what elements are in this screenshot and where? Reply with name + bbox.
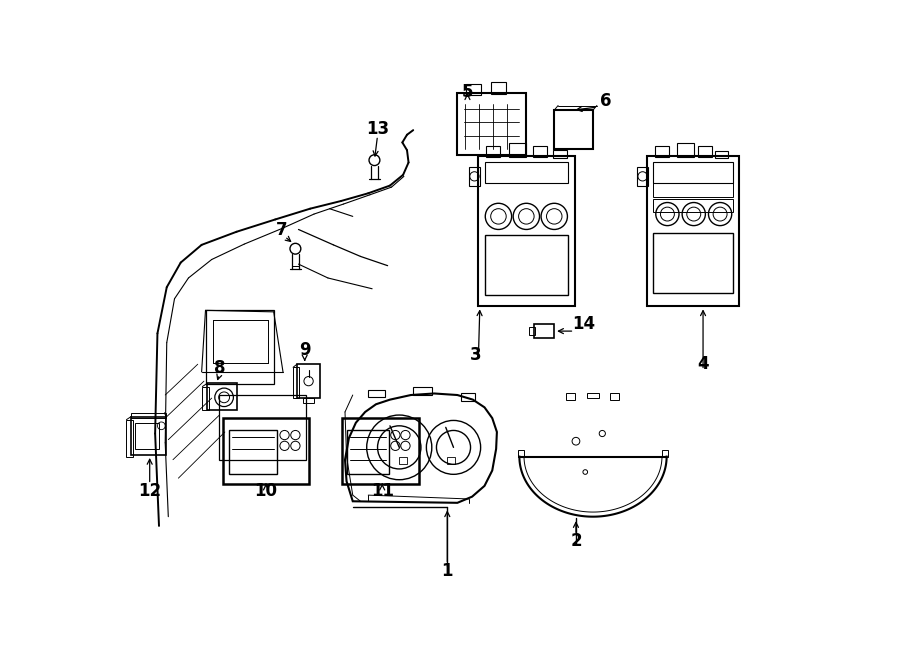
Bar bbox=[509, 143, 526, 157]
Bar bbox=[220, 395, 306, 461]
Bar bbox=[716, 151, 728, 158]
Bar bbox=[484, 163, 568, 182]
Bar bbox=[491, 81, 506, 94]
Bar bbox=[529, 327, 535, 335]
Bar bbox=[202, 387, 209, 410]
Text: 5: 5 bbox=[462, 83, 473, 100]
Text: 4: 4 bbox=[698, 355, 709, 373]
Bar bbox=[653, 183, 733, 197]
Text: 11: 11 bbox=[371, 481, 393, 500]
Bar bbox=[207, 383, 237, 410]
Bar bbox=[566, 393, 575, 400]
Text: 9: 9 bbox=[299, 341, 310, 360]
Text: 10: 10 bbox=[255, 481, 277, 500]
Bar bbox=[655, 146, 669, 157]
Bar bbox=[205, 310, 274, 384]
Bar bbox=[223, 418, 309, 484]
Bar bbox=[554, 110, 593, 149]
Bar bbox=[533, 146, 546, 157]
Bar bbox=[486, 146, 500, 157]
Bar bbox=[293, 368, 299, 398]
Bar bbox=[447, 457, 455, 464]
Bar bbox=[135, 423, 159, 449]
Text: 6: 6 bbox=[599, 92, 611, 110]
Bar bbox=[131, 416, 166, 455]
Bar bbox=[413, 387, 432, 395]
Bar bbox=[478, 156, 575, 307]
Bar bbox=[647, 156, 739, 307]
Bar bbox=[518, 450, 524, 457]
Bar bbox=[637, 167, 648, 186]
Bar bbox=[469, 167, 480, 186]
Bar bbox=[346, 430, 389, 475]
Text: 12: 12 bbox=[138, 481, 161, 500]
Bar bbox=[698, 146, 713, 157]
Bar bbox=[131, 412, 166, 418]
Bar bbox=[553, 150, 567, 158]
Bar bbox=[466, 84, 482, 95]
Bar bbox=[587, 393, 599, 398]
Bar bbox=[653, 233, 733, 293]
Bar bbox=[461, 393, 475, 401]
Bar bbox=[303, 398, 314, 403]
Text: 14: 14 bbox=[572, 315, 595, 333]
Bar bbox=[457, 93, 526, 155]
Bar bbox=[653, 200, 733, 212]
Text: 1: 1 bbox=[442, 562, 453, 580]
Bar bbox=[400, 457, 407, 464]
Text: 8: 8 bbox=[213, 359, 225, 377]
Text: 13: 13 bbox=[366, 120, 389, 138]
Bar bbox=[534, 324, 554, 338]
Bar bbox=[662, 450, 668, 457]
Bar bbox=[342, 418, 419, 484]
Bar bbox=[297, 364, 320, 398]
Bar bbox=[229, 430, 277, 475]
Text: 2: 2 bbox=[570, 532, 581, 551]
Text: 7: 7 bbox=[275, 221, 287, 239]
Bar bbox=[368, 389, 385, 397]
Bar bbox=[126, 420, 132, 457]
Text: 3: 3 bbox=[470, 346, 481, 364]
Bar bbox=[484, 235, 568, 295]
Bar bbox=[610, 393, 619, 400]
Bar bbox=[677, 143, 694, 157]
Bar bbox=[653, 163, 733, 182]
